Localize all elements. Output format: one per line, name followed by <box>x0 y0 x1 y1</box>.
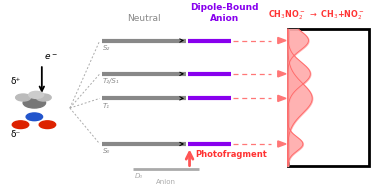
Text: CH$_3$NO$_2^-$ $\rightarrow$ CH$_3$+NO$_2^-$: CH$_3$NO$_2^-$ $\rightarrow$ CH$_3$+NO$_… <box>268 9 365 22</box>
Text: Anion: Anion <box>156 179 176 185</box>
Circle shape <box>26 113 43 121</box>
Text: T₂/S₁: T₂/S₁ <box>103 78 119 84</box>
Polygon shape <box>278 37 286 44</box>
Text: S₀: S₀ <box>103 148 110 154</box>
Text: Neutral: Neutral <box>127 14 161 23</box>
Text: Photofragment: Photofragment <box>195 150 267 159</box>
Polygon shape <box>278 95 286 102</box>
Polygon shape <box>278 141 286 147</box>
Text: S₂: S₂ <box>103 45 110 51</box>
Circle shape <box>36 94 51 101</box>
Circle shape <box>15 94 31 101</box>
Polygon shape <box>278 71 286 77</box>
Circle shape <box>29 91 44 98</box>
Circle shape <box>12 121 29 128</box>
Text: δ⁺: δ⁺ <box>11 77 21 86</box>
Circle shape <box>23 97 46 108</box>
Text: D₀: D₀ <box>135 173 143 179</box>
Text: Dipole-Bound
Anion: Dipole-Bound Anion <box>190 3 259 23</box>
Bar <box>288 29 369 166</box>
Text: $e^-$: $e^-$ <box>44 53 57 62</box>
Text: δ⁻: δ⁻ <box>11 130 21 139</box>
Text: T₁: T₁ <box>103 103 110 109</box>
Circle shape <box>39 121 56 128</box>
